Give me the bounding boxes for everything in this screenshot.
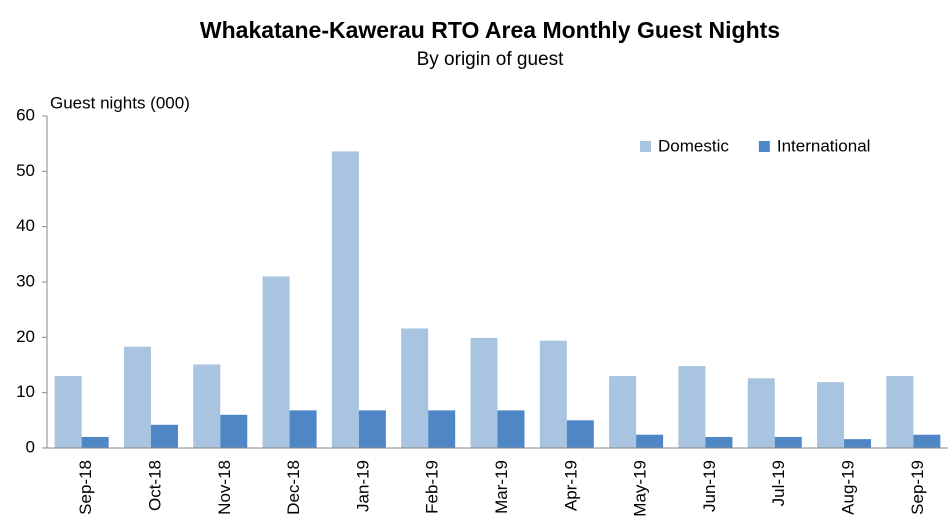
bar (54, 376, 82, 448)
y-tick-label: 20 (16, 327, 35, 346)
x-tick-label: Sep-18 (76, 460, 95, 515)
bar (331, 151, 359, 448)
x-tick-label: Dec-18 (284, 460, 303, 515)
bar (358, 410, 386, 448)
bar (470, 337, 498, 448)
legend-swatch (640, 141, 651, 152)
bar (705, 436, 733, 448)
bar (817, 382, 845, 448)
bar (844, 439, 872, 448)
bar (497, 410, 525, 448)
bar (539, 340, 567, 448)
legend-label: International (777, 136, 871, 155)
bar (636, 434, 664, 448)
bar (401, 328, 429, 448)
x-tick-label: Jun-19 (700, 460, 719, 512)
y-tick-label: 0 (26, 437, 35, 456)
bar (913, 434, 941, 448)
x-tick-label: Sep-19 (908, 460, 927, 515)
x-tick-label: Aug-19 (839, 460, 858, 515)
y-tick-label: 10 (16, 382, 35, 401)
legend-label: Domestic (658, 136, 729, 155)
bar (747, 378, 775, 448)
bar (193, 364, 221, 448)
bar (81, 436, 109, 448)
x-tick-label: Oct-18 (145, 460, 164, 511)
y-axis-label: Guest nights (000) (50, 93, 190, 112)
bar (150, 424, 178, 448)
x-tick-label: Jan-19 (353, 460, 372, 512)
chart-subtitle: By origin of guest (417, 49, 565, 70)
x-tick-label: May-19 (631, 460, 650, 517)
bar (774, 436, 802, 448)
bar (220, 414, 248, 448)
y-tick-label: 60 (16, 105, 35, 124)
bar (886, 376, 914, 448)
bar (289, 410, 317, 448)
x-tick-label: Mar-19 (492, 460, 511, 514)
legend-swatch (758, 141, 770, 152)
x-tick-label: Jul-19 (769, 460, 788, 506)
x-tick-label: Apr-19 (561, 460, 580, 511)
bar (262, 276, 290, 448)
chart-title: Whakatane-Kawerau RTO Area Monthly Guest… (200, 17, 780, 43)
y-tick-label: 30 (16, 271, 35, 290)
y-tick-label: 50 (16, 161, 35, 180)
x-tick-label: Nov-18 (215, 460, 234, 515)
bar (566, 420, 594, 448)
bar (678, 366, 706, 448)
x-tick-label: Feb-19 (423, 460, 442, 514)
bar (609, 376, 637, 448)
y-tick-label: 40 (16, 216, 35, 235)
bar (428, 410, 456, 448)
bar (123, 346, 151, 448)
